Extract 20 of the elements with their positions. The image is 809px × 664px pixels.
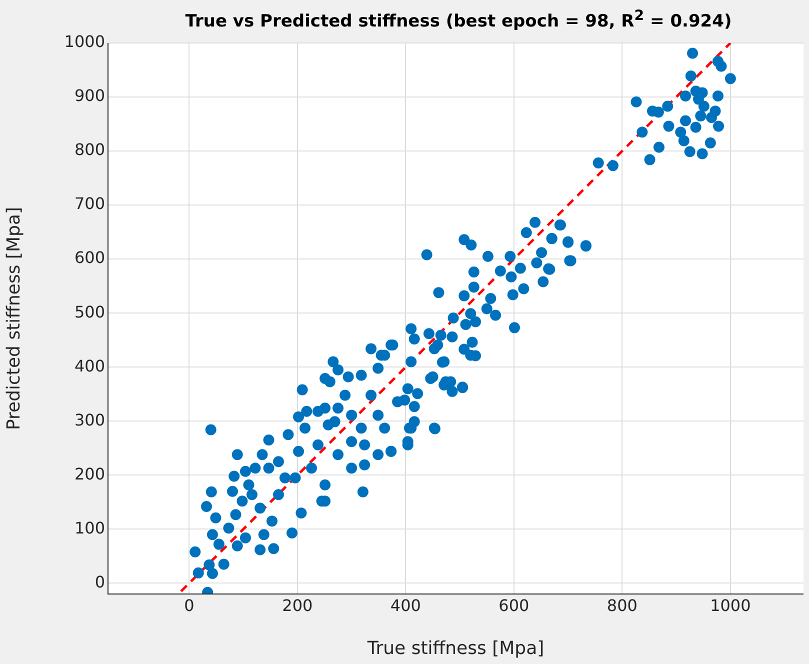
y-tick-label: 400 (74, 356, 105, 376)
y-tick-label: 600 (74, 248, 105, 268)
x-tick-label: 400 (390, 596, 421, 615)
y-tick-label: 1000 (64, 32, 105, 52)
y-tick-label: 900 (74, 86, 105, 106)
x-tick-label: 0 (184, 596, 194, 615)
x-tick-label: 200 (282, 596, 313, 615)
x-tick-label: 600 (498, 596, 530, 615)
chart-title: True vs Predicted stiffness (best epoch = 98, R$^{2}$ = 0.924) (184, 8, 733, 32)
y-tick-label: 300 (74, 410, 105, 430)
y-tick-label: 200 (74, 464, 105, 484)
y-tick-label: 700 (74, 194, 105, 214)
x-axis-title: True stiffness [Mpa] (366, 638, 544, 659)
y-tick-label: 0 (94, 572, 105, 592)
y-tick-label: 500 (74, 302, 105, 322)
x-tick-label: 1000 (710, 596, 751, 615)
y-tick-label: 100 (74, 518, 105, 538)
y-tick-label: 800 (74, 140, 105, 160)
y-axis-title: Predicted stiffness [Mpa] (3, 206, 24, 430)
x-tick-label: 800 (606, 596, 638, 615)
